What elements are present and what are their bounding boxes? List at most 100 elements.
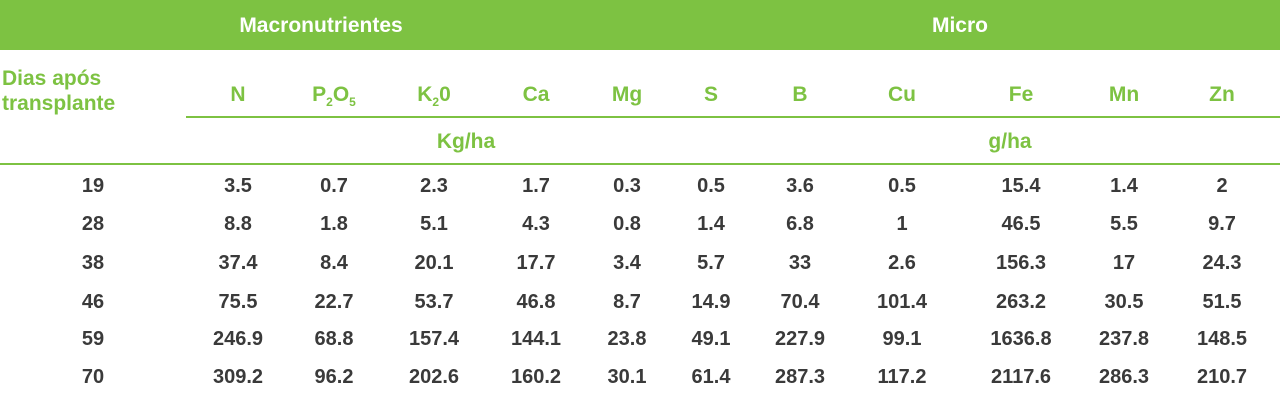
table-cell: 8.7 <box>613 291 641 313</box>
table-cell: 1.8 <box>320 213 348 235</box>
table-cell: 99.1 <box>882 328 922 350</box>
table-cell: 33 <box>788 252 812 274</box>
table-cell: 202.6 <box>408 366 460 388</box>
column-header-6: B <box>792 80 807 110</box>
table-cell: 160.2 <box>510 366 562 388</box>
column-header-base: Mn <box>1108 83 1140 106</box>
column-header-base: S <box>703 83 719 106</box>
row-header-line1: Dias após <box>2 67 102 90</box>
column-header-mid: O <box>332 83 350 106</box>
table-cell: 1.4 <box>697 213 725 235</box>
macro-unit-label: Kg/ha <box>436 130 496 153</box>
table-cell: 148.5 <box>1196 328 1248 350</box>
column-header-base: Ca <box>522 83 550 106</box>
table-cell: 3.4 <box>613 252 641 274</box>
column-header-base: Fe <box>1008 83 1034 106</box>
table-cell: 68.8 <box>314 328 354 350</box>
column-header-base: Zn <box>1209 83 1235 106</box>
column-header-base: Cu <box>888 83 916 106</box>
micro-group-title: Micro <box>931 14 988 37</box>
table-cell: 6.8 <box>786 213 814 235</box>
column-header-1: P2O5 <box>312 80 356 110</box>
column-header-3: Ca <box>523 80 550 110</box>
table-cell: 117.2 <box>877 366 927 388</box>
table-cell: 61.4 <box>691 366 731 388</box>
table-cell: 309.2 <box>212 366 264 388</box>
table-cell: 96.2 <box>314 366 354 388</box>
row-header-line2: transplante <box>2 92 116 115</box>
column-header-10: Zn <box>1209 80 1235 110</box>
table-cell: 210.7 <box>1196 366 1248 388</box>
table-cell: 0.3 <box>613 175 641 197</box>
table-cell: 287.3 <box>774 366 826 388</box>
table-cell: 23.8 <box>607 328 647 350</box>
body-divider <box>0 163 1280 165</box>
table-cell: 15.4 <box>1001 175 1041 197</box>
table-cell: 156.3 <box>995 252 1047 274</box>
column-header-7: Cu <box>888 80 916 110</box>
column-header-0: N <box>230 80 245 110</box>
table-cell: 14.9 <box>691 291 731 313</box>
row-day-cell: 38 <box>81 252 105 274</box>
table-cell: 70.4 <box>780 291 820 313</box>
table-cell: 1636.8 <box>990 328 1052 350</box>
table-cell: 3.6 <box>786 175 814 197</box>
table-cell: 49.1 <box>691 328 731 350</box>
row-day-cell: 70 <box>81 366 105 388</box>
table-cell: 1.4 <box>1110 175 1138 197</box>
column-header-base: N <box>230 83 246 106</box>
table-cell: 2117.6 <box>990 366 1052 388</box>
table-cell: 5.5 <box>1110 213 1138 235</box>
column-header-sub1: 2 <box>326 95 333 109</box>
table-cell: 2.6 <box>888 252 916 274</box>
table-cell: 0.5 <box>697 175 725 197</box>
table-cell: 30.1 <box>607 366 647 388</box>
table-cell: 0.7 <box>320 175 348 197</box>
table-cell: 4.3 <box>522 213 550 235</box>
column-header-8: Fe <box>1009 80 1034 110</box>
table-cell: 1 <box>896 213 908 235</box>
header-band <box>0 0 1280 50</box>
micro-unit-label: g/ha <box>988 130 1032 153</box>
column-header-9: Mn <box>1109 80 1139 110</box>
table-cell: 24.3 <box>1202 252 1242 274</box>
column-header-base: Mg <box>611 83 643 106</box>
column-header-base: K <box>417 83 433 106</box>
table-cell: 5.1 <box>420 213 448 235</box>
table-cell: 2.3 <box>420 175 448 197</box>
table-cell: 17.7 <box>516 252 556 274</box>
row-header-label: Dias após transplante <box>2 66 115 116</box>
table-cell: 286.3 <box>1098 366 1150 388</box>
table-cell: 1.7 <box>522 175 550 197</box>
macro-group-title: Macronutrientes <box>239 14 403 37</box>
table-cell: 17 <box>1112 252 1136 274</box>
table-cell: 30.5 <box>1104 291 1144 313</box>
table-cell: 2 <box>1216 175 1228 197</box>
table-cell: 3.5 <box>224 175 252 197</box>
table-cell: 0.5 <box>888 175 916 197</box>
row-day-cell: 28 <box>81 213 105 235</box>
table-cell: 53.7 <box>414 291 454 313</box>
table-cell: 144.1 <box>510 328 562 350</box>
table-cell: 20.1 <box>414 252 454 274</box>
column-header-sub1: 2 <box>432 95 440 109</box>
table-cell: 46.5 <box>1001 213 1041 235</box>
column-header-base: B <box>792 83 808 106</box>
table-cell: 101.4 <box>876 291 928 313</box>
table-cell: 263.2 <box>995 291 1047 313</box>
column-header-4: Mg <box>612 80 642 110</box>
table-cell: 0.8 <box>613 213 641 235</box>
row-day-cell: 19 <box>81 175 105 197</box>
table-cell: 8.4 <box>320 252 348 274</box>
row-day-cell: 59 <box>81 328 105 350</box>
table-cell: 22.7 <box>314 291 354 313</box>
header-divider <box>186 116 1280 118</box>
table-cell: 37.4 <box>218 252 258 274</box>
table-cell: 5.7 <box>697 252 725 274</box>
column-header-sub2: 5 <box>349 95 356 109</box>
row-day-cell: 46 <box>81 291 105 313</box>
column-header-base: P <box>312 83 327 106</box>
table-cell: 46.8 <box>516 291 556 313</box>
table-cell: 8.8 <box>224 213 252 235</box>
